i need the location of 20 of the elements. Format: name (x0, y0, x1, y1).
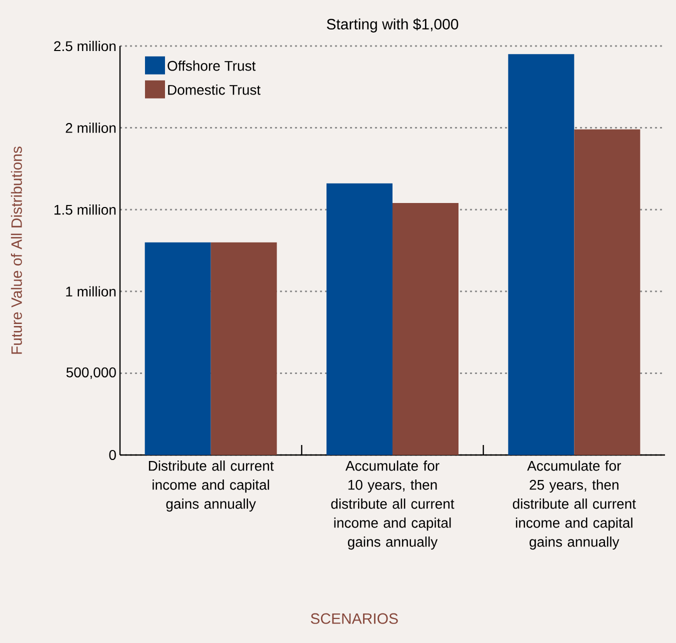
bar (326, 183, 393, 455)
y-tick-label: 2.5 million (54, 40, 116, 52)
y-tick-label: 1.5 million (54, 204, 116, 215)
bar (144, 242, 211, 455)
bar (210, 242, 277, 455)
legend-label: Domestic Trust (168, 84, 261, 95)
y-tick-label: 500,000 (66, 367, 116, 379)
x-tick-label: Distribute all current income and capital gains annually (148, 460, 274, 512)
bar (508, 54, 574, 455)
legend-label: Offshore Trust (168, 60, 256, 71)
bar (392, 203, 459, 455)
x-tick-label: Accumulate for 10 years, then distribute all current income and capital gains annually (331, 460, 454, 550)
y-tick-label: 1 million (66, 286, 116, 297)
y-tick-label: 2 million (66, 122, 116, 133)
y-axis-title: Future Value of All Distributions (10, 146, 22, 354)
x-tick-label: Accumulate for 25 years, then distribute all current income and capital gains annually (512, 460, 636, 550)
bar (574, 129, 640, 455)
y-tick-label: 0 (109, 450, 116, 460)
x-axis-title: SCENARIOS (310, 613, 398, 624)
chart-title: Starting with $1,000 (326, 18, 458, 32)
